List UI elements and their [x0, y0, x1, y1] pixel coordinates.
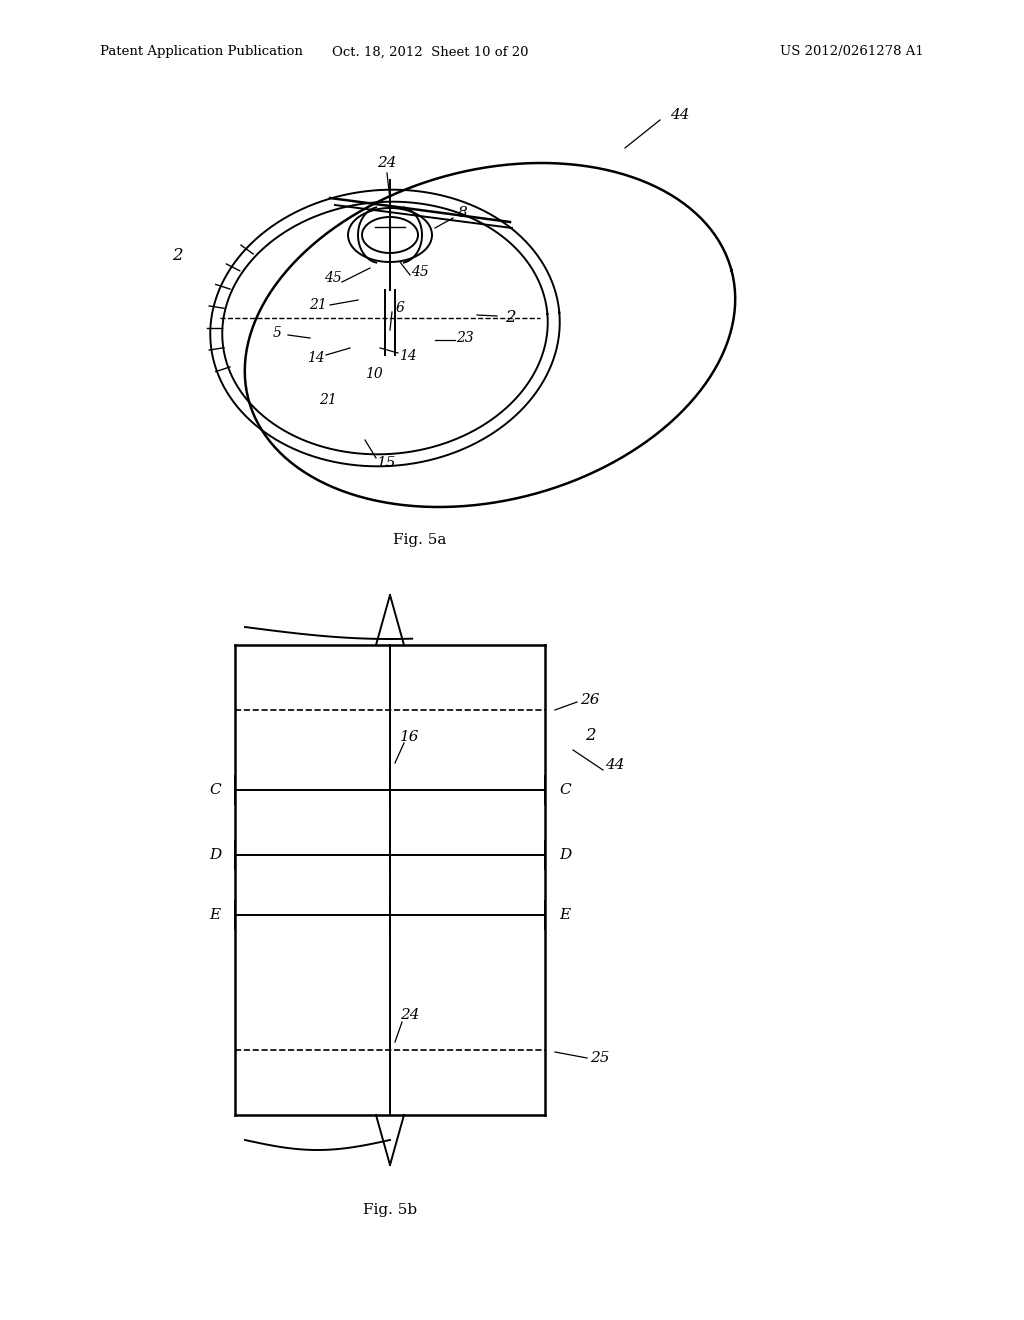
Text: 24: 24 — [400, 1008, 420, 1022]
Text: D: D — [559, 847, 571, 862]
Text: D: D — [209, 847, 221, 862]
Text: 21: 21 — [319, 393, 337, 407]
Text: 25: 25 — [590, 1051, 609, 1065]
Text: C: C — [209, 783, 221, 797]
Text: US 2012/0261278 A1: US 2012/0261278 A1 — [780, 45, 924, 58]
Text: 2: 2 — [505, 309, 515, 326]
Text: 44: 44 — [671, 108, 690, 121]
Text: 14: 14 — [307, 351, 325, 366]
Text: E: E — [210, 908, 220, 921]
Text: 8: 8 — [458, 206, 468, 220]
Text: 21: 21 — [309, 298, 327, 312]
Text: 45: 45 — [325, 271, 342, 285]
Text: 44: 44 — [605, 758, 625, 772]
Text: 23: 23 — [456, 331, 474, 345]
Text: C: C — [559, 783, 570, 797]
Text: 45: 45 — [411, 265, 429, 279]
Text: 2: 2 — [172, 247, 182, 264]
Text: Fig. 5a: Fig. 5a — [393, 533, 446, 546]
Text: 14: 14 — [399, 348, 417, 363]
Text: 15: 15 — [377, 455, 396, 470]
Text: 24: 24 — [377, 156, 396, 170]
Text: Oct. 18, 2012  Sheet 10 of 20: Oct. 18, 2012 Sheet 10 of 20 — [332, 45, 528, 58]
Text: 6: 6 — [395, 301, 404, 315]
Text: Fig. 5b: Fig. 5b — [362, 1203, 417, 1217]
Text: 5: 5 — [272, 326, 282, 341]
Text: 10: 10 — [366, 367, 383, 381]
Text: E: E — [559, 908, 570, 921]
Text: 16: 16 — [400, 730, 420, 744]
Text: Patent Application Publication: Patent Application Publication — [100, 45, 303, 58]
Text: 2: 2 — [585, 726, 595, 743]
Text: 26: 26 — [581, 693, 600, 708]
